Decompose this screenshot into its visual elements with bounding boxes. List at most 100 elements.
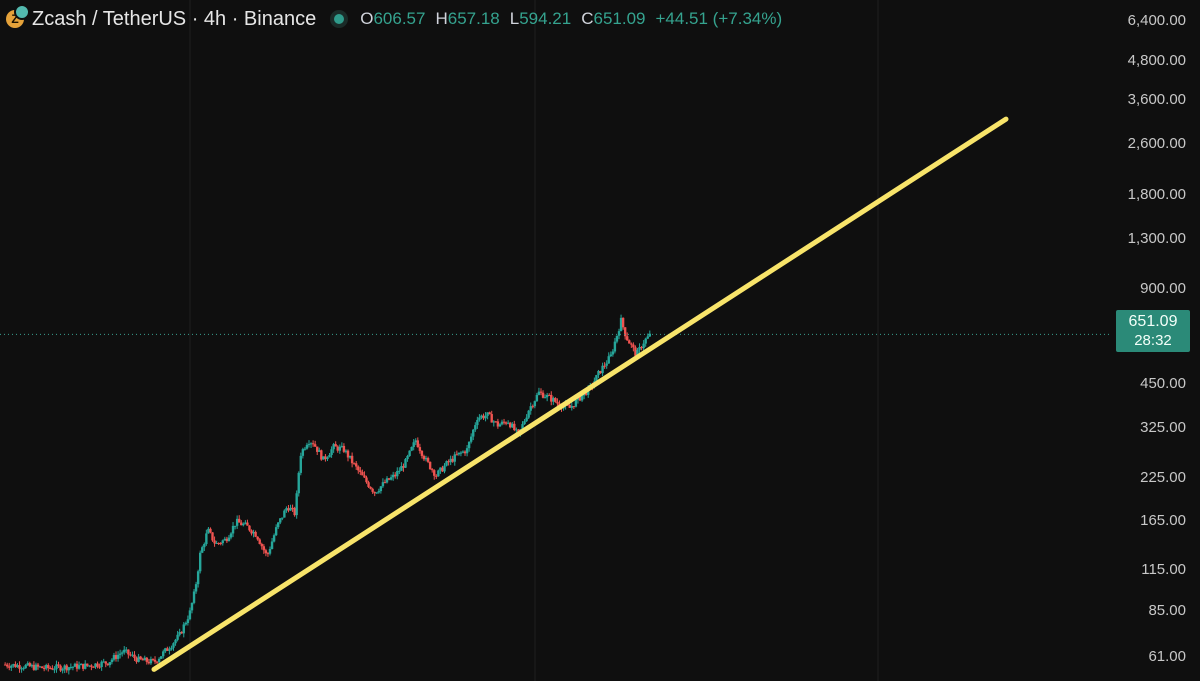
candle-body [268,549,272,554]
candle-body [81,663,85,669]
candle-body [406,455,409,460]
candle-body [619,317,623,332]
candle-body [311,443,315,445]
candle-body [385,478,389,483]
candle-body [198,552,202,572]
candle-body [430,469,434,471]
candle-body [225,538,229,542]
candle-body [6,664,9,667]
candle-body [453,454,456,462]
candle-body [414,440,417,443]
candle-body [389,477,393,480]
candle-body [340,445,344,447]
candle-body [428,461,432,470]
candle-body [219,543,222,545]
market-status-icon[interactable] [330,10,349,28]
candle-body [246,522,249,526]
candle-body [578,396,582,401]
candle-body [174,639,177,644]
candle-body [513,423,516,431]
candle-body [467,441,471,449]
candle-body [548,394,551,396]
candle-body [172,643,175,648]
candle-body [556,401,559,404]
candle-body [490,414,493,423]
candle-body [506,422,510,424]
candle-body [59,665,62,671]
candle-body [511,423,514,428]
candle-body [242,523,245,526]
y-tick-label: 6,400.00 [1127,12,1186,30]
candle-body [383,482,387,484]
candle-body [498,424,502,427]
y-tick-label: 900.00 [1140,280,1186,298]
y-tick-label: 3,600.00 [1127,90,1186,108]
candle-body [601,365,604,374]
candle-body [541,392,545,398]
candle-body [42,668,46,670]
candle-body [217,542,220,544]
candle-body [229,533,233,538]
candle-body [57,664,60,666]
candle-body [299,455,302,473]
candle-body [525,417,528,422]
candle-body [36,664,40,667]
candle-body [108,662,112,666]
candle-body [133,654,136,658]
candle-body [367,482,370,487]
candle-body [595,375,598,382]
tether-badge-icon [14,4,30,20]
candle-body [45,665,48,669]
candle-body [531,406,534,408]
symbol-legend[interactable]: Z Zcash / TetherUS · 4h · Binance O 606.5… [6,4,783,32]
candle-body [38,666,42,668]
candle-body [264,550,268,554]
candle-body [642,343,645,349]
candle-body [211,532,214,541]
candle-body [65,665,68,671]
candle-body [125,649,128,651]
candle-body [539,391,543,393]
candle-body [574,399,578,407]
candle-body [545,394,549,398]
candle-body [584,392,588,395]
candle-body [32,664,36,670]
candle-body [424,458,428,460]
candle-body [422,455,426,460]
candle-body [550,394,553,402]
candle-body [580,395,584,401]
candle-body [402,466,405,468]
candle-body [47,665,50,669]
low-value: 594.21 [519,9,572,28]
candle-body [272,535,276,542]
candle-body [457,452,461,455]
change-value: +44.51 (+7.34%) [655,9,783,28]
close-value: 651.09 [593,9,646,28]
y-tick-label: 115.00 [1141,561,1186,579]
candle-body [14,664,17,668]
candle-body [439,467,442,471]
candle-body [328,454,331,458]
candle-body [605,363,608,366]
y-tick-label: 325.00 [1140,419,1186,437]
candle-body [258,539,261,544]
candle-body [110,659,114,663]
candle-body [599,370,602,374]
candle-body [373,491,376,494]
candle-body [129,654,132,656]
candle-body [533,401,537,407]
candle-body [209,528,212,533]
candle-body [437,470,440,477]
candle-body [178,632,181,635]
trendline [151,116,1009,672]
candle-body [348,455,352,458]
candle-body [307,444,311,446]
candle-body [334,444,337,447]
candle-body [61,669,64,671]
candle-body [149,658,153,664]
candle-body [49,668,52,670]
candle-body [244,522,247,524]
candle-body [139,656,142,660]
candle-body [324,456,327,460]
